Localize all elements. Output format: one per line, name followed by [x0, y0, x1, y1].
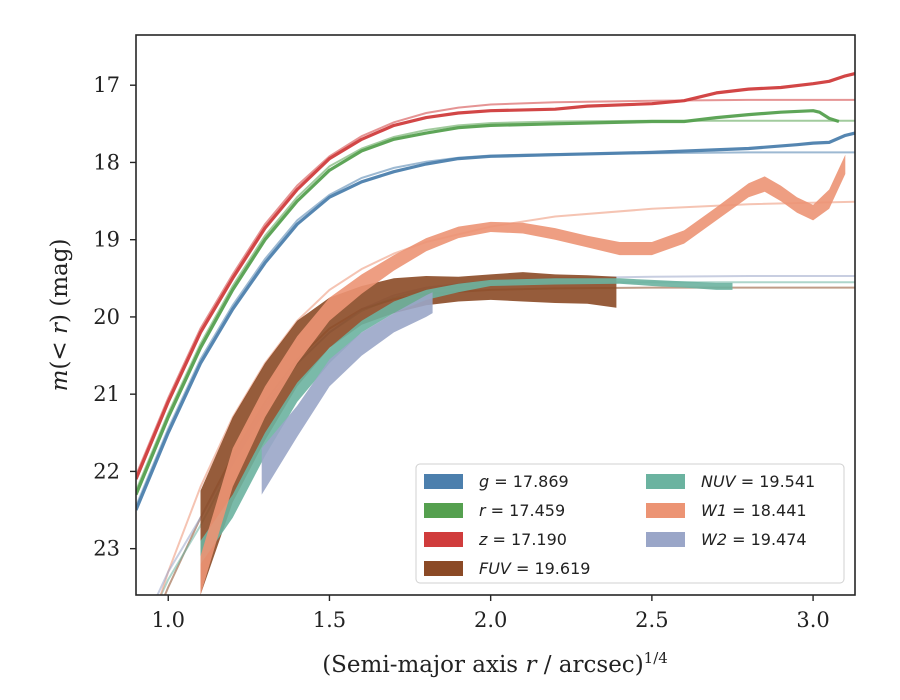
- legend-label-r: r = 17.459: [479, 501, 565, 520]
- x-axis-title: (Semi-major axis r / arcsec)1/4: [322, 649, 668, 678]
- plot-frame: [135, 34, 856, 596]
- y-axis: 17 18 19 20 21 22 23: [93, 73, 136, 561]
- x-tick-label: 2.5: [635, 608, 668, 632]
- y-tick-label: 22: [93, 459, 120, 483]
- y-tick-label: 20: [93, 305, 120, 329]
- x-tick-label: 1.5: [313, 608, 346, 632]
- x-tick-label: 1.0: [152, 608, 185, 632]
- model-curve-z: [136, 98, 855, 476]
- y-tick-label: 21: [93, 382, 120, 406]
- legend-swatch-w1: [646, 503, 685, 518]
- legend-label-fuv: FUV = 19.619: [479, 559, 590, 578]
- series-g: [136, 131, 855, 511]
- legend-label-z: z = 17.190: [478, 530, 567, 549]
- x-tick-label: 3.0: [796, 608, 829, 632]
- legend-swatch-fuv: [424, 561, 463, 576]
- x-axis: 1.0 1.5 2.0 2.5 3.0: [152, 595, 830, 632]
- legend-frame: [415, 463, 845, 584]
- y-tick-label: 23: [93, 537, 120, 561]
- legend: g = 17.869 r = 17.459 z = 17.190 FUV = 19.6…: [415, 463, 845, 584]
- legend-swatch-g: [424, 474, 463, 489]
- model-curve-w1: [159, 200, 855, 595]
- legend-swatch-r: [424, 503, 463, 518]
- legend-label-w1: W1 = 18.441: [701, 501, 807, 520]
- series-band-w2: [261, 292, 433, 495]
- series-r: [136, 109, 840, 496]
- data-series: [136, 72, 855, 595]
- series-band-nuv: [200, 278, 733, 565]
- y-tick-label: 18: [93, 150, 120, 174]
- legend-swatch-z: [424, 532, 463, 547]
- series-band-w1: [200, 154, 846, 595]
- legend-swatch-w2: [646, 532, 685, 547]
- y-axis-title: m(< r) (mag): [47, 239, 73, 392]
- x-tick-label: 2.0: [474, 608, 507, 632]
- series-z: [136, 72, 855, 480]
- y-tick-label: 17: [93, 73, 120, 97]
- legend-swatch-nuv: [646, 474, 685, 489]
- legend-label-w2: W2 = 19.474: [701, 530, 807, 549]
- legend-label-g: g = 17.869: [479, 472, 569, 491]
- legend-label-nuv: NUV = 19.541: [701, 472, 815, 491]
- y-tick-label: 19: [93, 228, 120, 252]
